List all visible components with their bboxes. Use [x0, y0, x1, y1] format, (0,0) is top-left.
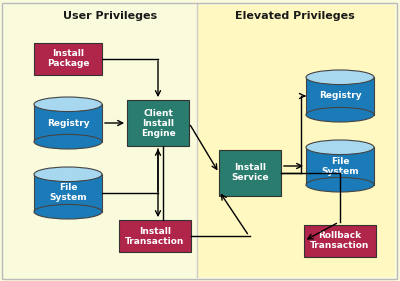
- Text: Install: Install: [142, 119, 174, 128]
- Text: Elevated Privileges: Elevated Privileges: [235, 11, 355, 21]
- Ellipse shape: [306, 107, 374, 122]
- Bar: [34, 43, 102, 75]
- Ellipse shape: [34, 134, 102, 149]
- Text: Transaction: Transaction: [125, 237, 185, 246]
- Text: Rollback: Rollback: [318, 232, 362, 241]
- Bar: [34, 104, 102, 142]
- Ellipse shape: [306, 140, 374, 155]
- Ellipse shape: [34, 167, 102, 182]
- Text: User Privileges: User Privileges: [63, 11, 157, 21]
- Text: Registry: Registry: [319, 92, 361, 101]
- Text: Client: Client: [143, 108, 173, 117]
- Bar: [127, 100, 189, 146]
- Text: Engine: Engine: [141, 128, 175, 137]
- Text: File: File: [331, 157, 349, 166]
- Bar: [306, 77, 374, 115]
- Bar: [306, 147, 374, 185]
- Bar: [219, 150, 281, 196]
- Ellipse shape: [34, 97, 102, 112]
- Text: File: File: [59, 183, 77, 192]
- FancyBboxPatch shape: [197, 5, 395, 277]
- Text: Registry: Registry: [47, 119, 89, 128]
- Text: Transaction: Transaction: [310, 241, 370, 250]
- Text: System: System: [49, 194, 87, 203]
- Text: Service: Service: [231, 173, 269, 182]
- Text: Install: Install: [139, 226, 171, 235]
- Bar: [304, 225, 376, 257]
- Text: Install: Install: [234, 164, 266, 173]
- Ellipse shape: [34, 205, 102, 219]
- Bar: [119, 220, 191, 252]
- Ellipse shape: [306, 177, 374, 192]
- Text: Package: Package: [47, 60, 89, 69]
- Text: System: System: [321, 167, 359, 176]
- Text: Install: Install: [52, 49, 84, 58]
- Ellipse shape: [306, 70, 374, 85]
- Bar: [34, 174, 102, 212]
